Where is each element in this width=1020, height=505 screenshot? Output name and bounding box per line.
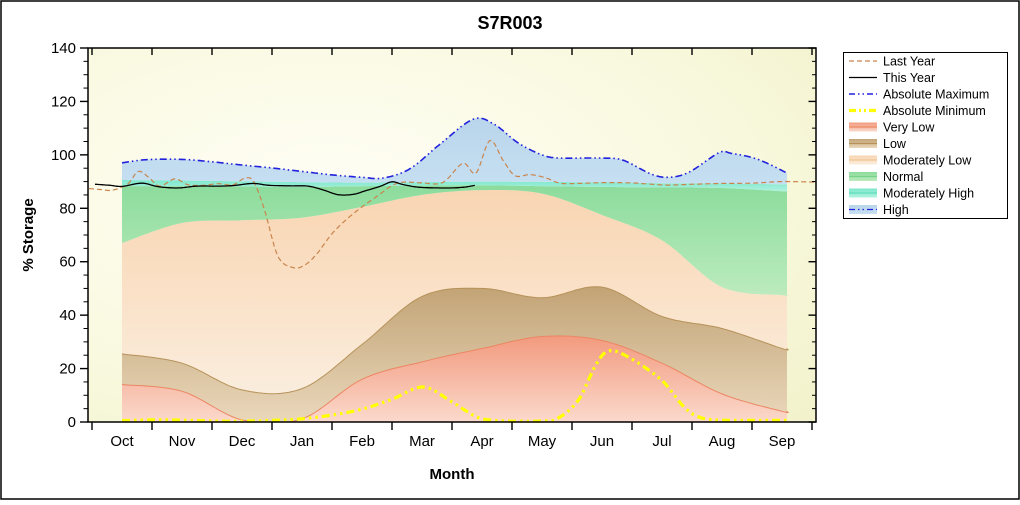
series-this-year — [94, 181, 475, 196]
legend-item-absolute-maximum: Absolute Maximum — [849, 87, 989, 101]
x-tick-label-nov: Nov — [169, 433, 196, 450]
legend-label: Low — [883, 137, 907, 151]
legend-item-low: Low — [849, 137, 907, 151]
y-tick-label-100: 100 — [51, 147, 76, 164]
x-tick-label-may: May — [528, 433, 557, 450]
legend-label: Moderately High — [883, 186, 974, 200]
series-absolute-maximum — [121, 117, 788, 180]
legend-item-moderately-high: Moderately High — [849, 186, 974, 200]
x-tick-label-aug: Aug — [709, 433, 736, 450]
band-edge-low — [121, 286, 789, 395]
legend-label: Last Year — [883, 54, 935, 68]
x-tick-label-feb: Feb — [349, 433, 375, 450]
chart-title: S7R003 — [477, 13, 542, 33]
legend-item-normal: Normal — [849, 170, 923, 184]
x-tick-label-jul: Jul — [652, 433, 671, 450]
legend-label: Very Low — [883, 120, 935, 134]
series-absolute-minimum — [121, 349, 787, 423]
legend-item-last-year: Last Year — [849, 54, 935, 68]
y-tick-label-20: 20 — [59, 361, 76, 378]
x-tick-label-jan: Jan — [290, 433, 314, 450]
x-tick-label-dec: Dec — [229, 433, 256, 450]
y-tick-label-40: 40 — [59, 307, 76, 324]
y-axis-title: % Storage — [20, 198, 37, 271]
legend-item-absolute-minimum: Absolute Minimum — [849, 104, 986, 118]
legend-label: Absolute Minimum — [883, 104, 986, 118]
x-tick-label-sep: Sep — [769, 433, 796, 450]
band-moderately-low — [122, 190, 789, 394]
legend-label: This Year — [883, 71, 935, 85]
legend-label: High — [883, 203, 909, 217]
y-tick-label-60: 60 — [59, 254, 76, 271]
band-low — [122, 286, 789, 422]
legend-label: Moderately Low — [883, 153, 972, 167]
axes — [80, 47, 817, 430]
legend-item-this-year: This Year — [849, 71, 935, 85]
x-axis-title: Month — [430, 466, 475, 483]
band-high — [122, 118, 789, 185]
data-series — [88, 117, 815, 423]
series-last-year — [88, 139, 815, 269]
percentile-bands — [122, 118, 789, 422]
y-tick-label-80: 80 — [59, 200, 76, 217]
x-tick-label-jun: Jun — [590, 433, 614, 450]
band-very-low — [122, 335, 789, 422]
legend-item-moderately-low: Moderately Low — [849, 153, 972, 167]
legend-item-high: High — [849, 203, 909, 217]
tick-labels: Oct Nov Dec Jan Feb Mar Apr May Jun Jul Aug Sep 0 20 4… — [51, 40, 795, 450]
legend-item-very-low: Very Low — [849, 120, 935, 134]
x-tick-label-oct: Oct — [110, 433, 134, 450]
y-tick-label-0: 0 — [68, 414, 76, 431]
legend: Last Year This Year Absolute Maximum Absolu… — [843, 52, 1008, 219]
band-normal — [122, 185, 789, 296]
y-tick-label-140: 140 — [51, 40, 76, 57]
legend-label: Normal — [883, 170, 923, 184]
x-tick-label-apr: Apr — [470, 433, 493, 450]
legend-label: Absolute Maximum — [883, 87, 989, 101]
y-tick-label-120: 120 — [51, 93, 76, 110]
x-tick-label-mar: Mar — [409, 433, 435, 450]
